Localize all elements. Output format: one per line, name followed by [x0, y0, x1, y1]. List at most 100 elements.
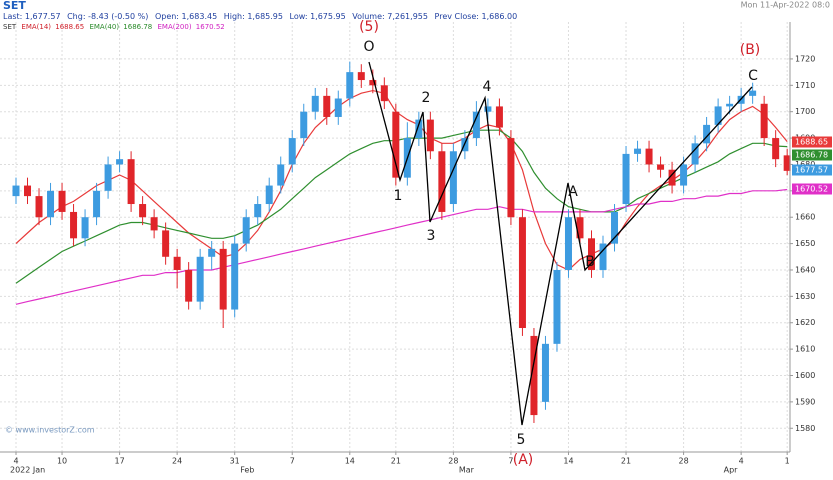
candle-body [611, 211, 619, 244]
candle-body [173, 256, 181, 270]
x-tick-label: 1 [785, 457, 790, 466]
month-label: Feb [240, 466, 254, 475]
candle-body [380, 85, 388, 102]
candle-body [507, 138, 515, 218]
quote: Last: 1,677.57 Chg: -8.43 (-0.50 %) Open… [3, 12, 517, 21]
x-tick-label: 7 [290, 457, 295, 466]
y-tick-label: 1580 [795, 424, 815, 433]
candle-body [449, 151, 457, 205]
x-tick-label: 14 [563, 457, 573, 466]
candle-body [334, 98, 342, 117]
candle-body [576, 217, 584, 239]
candle-body [680, 164, 688, 186]
candle-body [645, 148, 653, 165]
candle-body [588, 238, 595, 270]
candle-body [116, 159, 124, 165]
candle-body [346, 72, 354, 99]
candle-body [242, 217, 250, 244]
y-tick-label: 1630 [795, 292, 815, 301]
candle-body [668, 169, 676, 186]
candle-body [300, 111, 308, 139]
ema-line [15, 89, 788, 271]
candle-body [150, 217, 158, 231]
candle-body [12, 185, 20, 197]
candle-body [634, 148, 642, 154]
x-tick-label: 10 [57, 457, 67, 466]
x-tick-label: 14 [345, 457, 355, 466]
x-tick-label: 17 [114, 457, 124, 466]
candle-body [691, 143, 699, 165]
month-label: Apr [724, 466, 739, 475]
x-tick-label: 28 [678, 457, 688, 466]
wave-label: 5 [517, 432, 526, 448]
quote-item: Last: 1,677.57 [3, 12, 61, 21]
candle-body [369, 80, 377, 86]
y-tick-label: 1680 [795, 160, 815, 169]
x-tick-label: 24 [172, 457, 182, 466]
y-tick-label: 1600 [795, 371, 815, 380]
x-tick-label: 31 [230, 457, 240, 466]
value-tag [792, 164, 832, 176]
candle-body [783, 155, 791, 171]
ema-line [15, 188, 788, 305]
candle-body [231, 243, 239, 310]
x-tick-label: 21 [391, 457, 401, 466]
value-tag-label: 1688.65 [795, 138, 828, 147]
candle-body [495, 106, 503, 128]
candle-body [426, 119, 434, 152]
legend-value: 1688.65 [55, 23, 84, 31]
candle-body [726, 103, 734, 107]
value-tag-label: 1677.57 [795, 166, 828, 175]
date: Mon 11-Apr-2022 08:0 [741, 1, 830, 10]
candle-body [185, 269, 193, 302]
legend-entry: EMA(200) [157, 23, 191, 31]
y-tick-label: 1640 [795, 265, 815, 274]
candle-body [564, 217, 572, 270]
y-tick-label: 1620 [795, 318, 815, 327]
candle-body [657, 164, 665, 170]
candle-body [518, 217, 526, 329]
wave-lines [368, 61, 753, 426]
wave-label: 3 [427, 228, 436, 244]
x-tick-label: 4 [739, 457, 744, 466]
wave-label: A [568, 184, 578, 200]
candle-body [196, 256, 204, 302]
x-tick-label: 7 [508, 457, 513, 466]
symbol: SET [3, 0, 26, 12]
x-tick-label: 21 [621, 457, 631, 466]
candle-body [541, 343, 549, 402]
y-tick-label: 1650 [795, 239, 815, 248]
candle-body [714, 106, 722, 125]
value-tag [792, 136, 832, 148]
wave-label: 4 [483, 79, 492, 95]
legend-value: 1670.52 [196, 23, 225, 31]
candle-body [472, 111, 480, 139]
candle-body [81, 217, 89, 239]
candle-body [70, 211, 78, 239]
wave-label: B [585, 254, 595, 270]
candle-body [265, 185, 273, 205]
candle-body [357, 72, 365, 81]
candles [12, 61, 791, 423]
wave-label: 1 [394, 188, 403, 204]
candle-body [415, 119, 423, 139]
quote-item: Open: 1,683.45 [155, 12, 217, 21]
x-tick-label: 28 [448, 457, 458, 466]
candle-body [392, 111, 400, 178]
candle-body [219, 248, 227, 310]
legend-value: 1686.78 [123, 23, 152, 31]
y-tick-label: 1660 [795, 213, 815, 222]
legend-symbol: SET [3, 23, 17, 31]
candle-body [288, 138, 296, 165]
wave-label: (A) [513, 452, 534, 468]
candle-body [599, 243, 607, 270]
axes: 1580 1590 1600 1610 1620 1630 1640 1650 1660 1670… [0, 22, 832, 475]
legend: SET EMA(14) 1688.65 EMA(40) 1686.78 EMA(… [3, 23, 225, 31]
y-tick-label: 1590 [795, 397, 815, 406]
candle-body [208, 248, 216, 257]
candle-body [47, 190, 55, 218]
candle-body [323, 95, 331, 117]
wave-label: O [363, 39, 374, 55]
